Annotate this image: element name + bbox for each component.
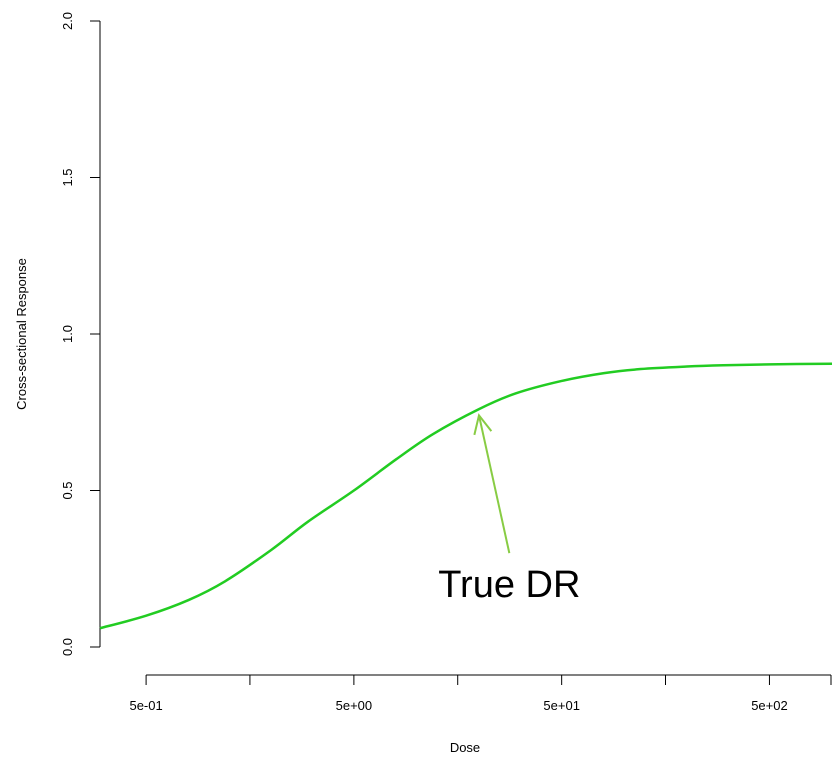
annotation: True DR — [438, 413, 580, 606]
y-tick-label: 0.0 — [60, 638, 75, 656]
y-tick-label: 2.0 — [60, 12, 75, 30]
y-tick-label: 1.0 — [60, 325, 75, 343]
x-tick-label: 5e+00 — [336, 698, 373, 713]
x-tick-label: 5e+01 — [543, 698, 580, 713]
x-axis-title: Dose — [450, 740, 480, 755]
series-line-true-dr — [99, 362, 832, 630]
plot-area — [99, 362, 832, 630]
y-axis-title: Cross-sectional Response — [14, 258, 29, 410]
annotation-arrowhead — [473, 413, 493, 436]
y-tick-label: 1.5 — [60, 168, 75, 186]
annotation-label: True DR — [438, 564, 580, 606]
y-axis: 0.0 0.5 1.0 1.5 2.0 — [60, 12, 101, 656]
x-tick-label: 5e+02 — [751, 698, 788, 713]
y-tick-label: 0.5 — [60, 481, 75, 499]
annotation-arrow — [478, 415, 511, 554]
x-axis: 5e-01 5e+00 5e+01 5e+02 — [129, 674, 832, 713]
x-tick-label: 5e-01 — [129, 698, 162, 713]
